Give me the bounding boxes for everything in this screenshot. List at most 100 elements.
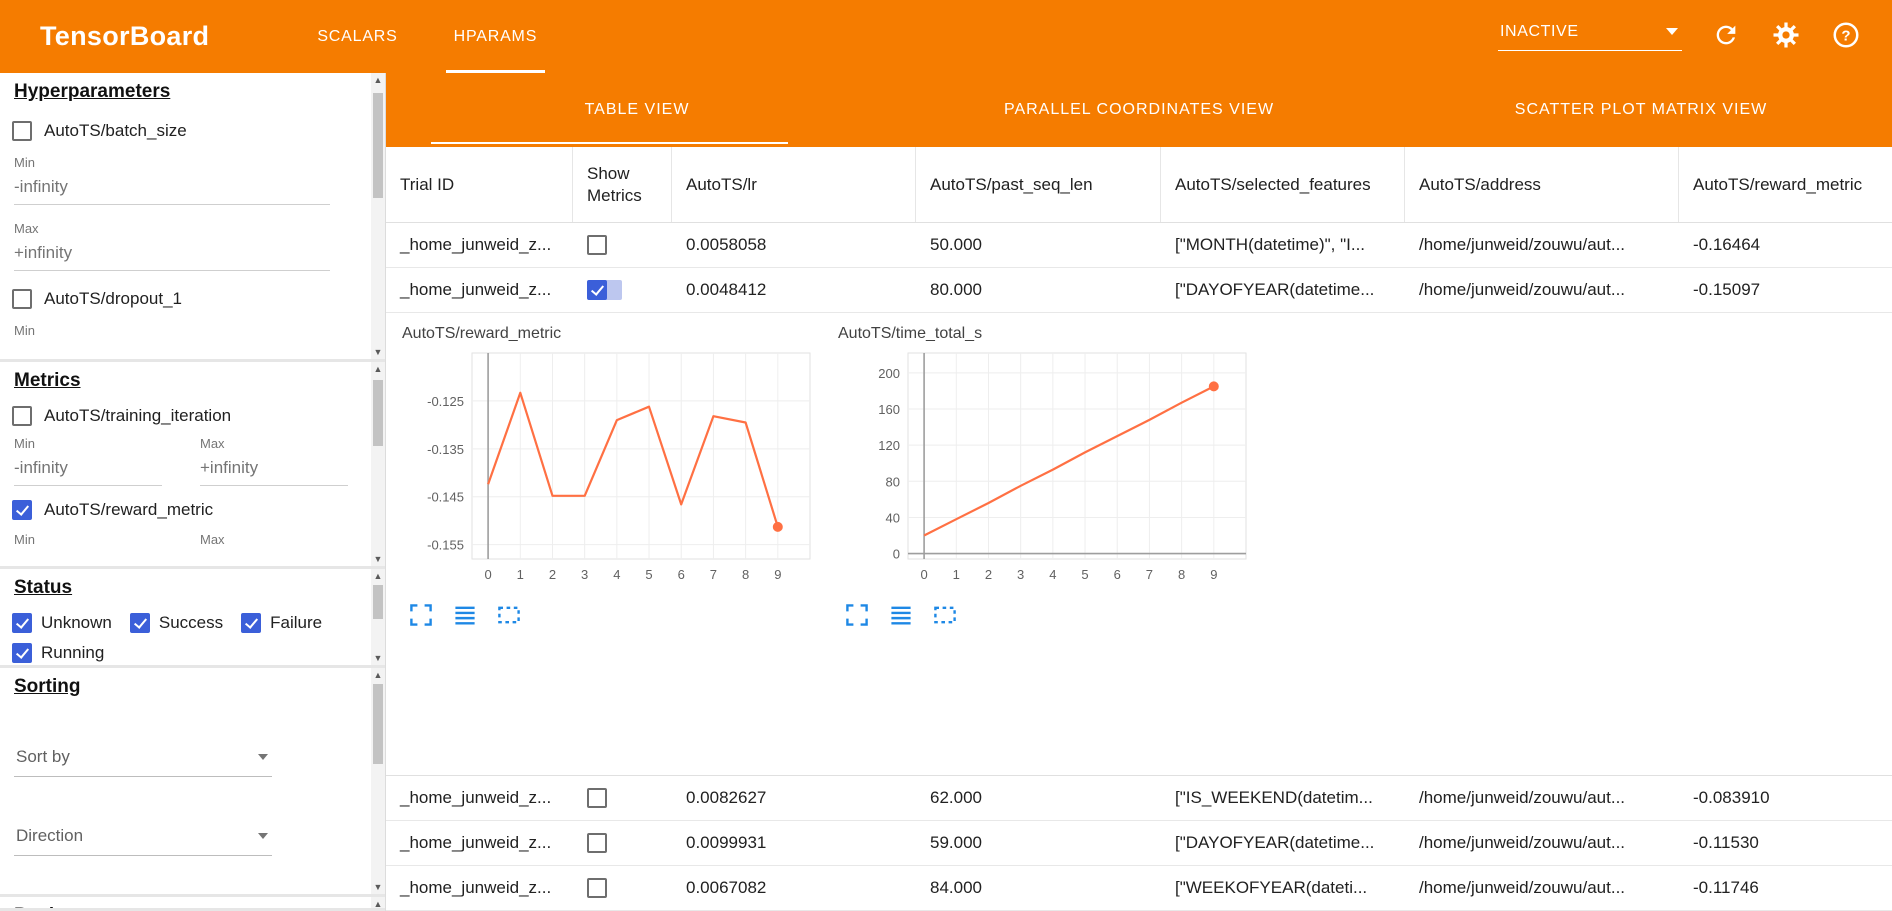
scrollbar-thumb[interactable] — [373, 585, 383, 619]
column-header-past-seq-len: AutoTS/past_seq_len — [916, 147, 1161, 222]
sorting-title: Sorting — [14, 676, 81, 697]
svg-text:9: 9 — [1210, 567, 1217, 582]
status-failure-checkbox[interactable] — [241, 613, 262, 633]
svg-text:3: 3 — [1017, 567, 1024, 582]
status-running-checkbox[interactable] — [12, 643, 32, 663]
hparam-batch-size-checkbox[interactable] — [12, 121, 32, 141]
svg-text:5: 5 — [645, 567, 652, 582]
status-running-label: Running — [41, 643, 105, 662]
maximize-icon[interactable] — [844, 603, 870, 629]
table-row: _home_junweid_z... 0.0048412 80.000 ["DA… — [386, 268, 1892, 313]
hyperparameters-panel: Hyperparameters AutoTS/batch_size Min -i… — [0, 73, 385, 359]
show-metrics-checkbox[interactable] — [587, 280, 607, 300]
direction-dropdown[interactable]: Direction — [14, 821, 272, 856]
scrollbar[interactable]: ▲ ▼ — [371, 362, 385, 566]
app-tabs: SCALARS HPARAMS — [289, 0, 565, 73]
column-header-selected-features: AutoTS/selected_features — [1161, 147, 1405, 222]
scroll-up-icon[interactable]: ▲ — [373, 571, 383, 581]
reward-metric-cell: -0.083910 — [1693, 788, 1770, 807]
paging-panel: Paging ▲ — [0, 897, 385, 908]
show-metrics-cell — [573, 223, 672, 267]
show-metrics-checkbox[interactable] — [587, 788, 607, 808]
scrollbar-thumb[interactable] — [373, 380, 383, 446]
scrollbar[interactable]: ▲ ▼ — [371, 73, 385, 359]
selected-features-cell: ["DAYOFYEAR(datetime... — [1175, 833, 1375, 852]
max-input[interactable]: +infinity — [200, 458, 348, 486]
max-input[interactable]: +infinity — [14, 243, 330, 271]
table-row: _home_junweid_z... 0.0082627 62.000 ["IS… — [386, 776, 1892, 821]
metrics-panel: Metrics AutoTS/training_iteration Min -i… — [0, 362, 385, 566]
scroll-up-icon[interactable]: ▲ — [373, 670, 383, 680]
reward-metric-cell: -0.15097 — [1693, 280, 1761, 299]
svg-text:2: 2 — [985, 567, 992, 582]
refresh-button[interactable] — [1710, 21, 1742, 53]
app-bar: TensorBoard SCALARS HPARAMS INACTIVE — [0, 0, 1892, 73]
lr-cell: 0.0058058 — [686, 235, 767, 254]
svg-text:80: 80 — [886, 474, 900, 489]
time-total-line-chart[interactable]: 0 1 2 3 4 5 6 7 8 9 0 40 80 120 160 200 — [838, 345, 1258, 591]
help-button[interactable]: ? — [1830, 21, 1862, 53]
lr-cell: 0.0099931 — [686, 833, 767, 852]
metric-reward-metric-checkbox[interactable] — [12, 500, 32, 520]
hparam-dropout-checkbox[interactable] — [12, 289, 32, 309]
metric-reward-metric-label: AutoTS/reward_metric — [44, 500, 214, 519]
svg-text:2: 2 — [549, 567, 556, 582]
tab-hparams[interactable]: HPARAMS — [426, 0, 566, 73]
scroll-up-icon[interactable]: ▲ — [373, 899, 383, 908]
status-dropdown[interactable]: INACTIVE — [1498, 23, 1682, 51]
min-input[interactable]: -infinity — [14, 458, 162, 486]
reward-metric-cell: -0.11746 — [1693, 878, 1759, 897]
scrollbar[interactable]: ▲ ▼ — [371, 668, 385, 894]
rows-icon[interactable] — [888, 603, 914, 629]
tab-parallel-coordinates-view[interactable]: PARALLEL COORDINATES VIEW — [1003, 101, 1275, 118]
sort-by-label: Sort by — [16, 747, 70, 766]
tab-scalars[interactable]: SCALARS — [317, 27, 398, 45]
scroll-up-icon[interactable]: ▲ — [373, 75, 383, 85]
svg-text:-0.135: -0.135 — [427, 442, 464, 457]
min-input[interactable]: -infinity — [14, 177, 330, 205]
hyperparameters-title: Hyperparameters — [14, 81, 171, 102]
scroll-down-icon[interactable]: ▼ — [373, 882, 383, 892]
time-total-chart-block: AutoTS/time_total_s 0 1 2 3 4 5 6 7 8 9 0 40 80 120 16… — [838, 325, 1274, 629]
scroll-up-icon[interactable]: ▲ — [373, 364, 383, 374]
status-dropdown-value: INACTIVE — [1500, 22, 1579, 40]
chart-toolbar — [402, 603, 838, 629]
status-unknown-checkbox[interactable] — [12, 613, 32, 633]
scroll-down-icon[interactable]: ▼ — [373, 554, 383, 564]
maximize-icon[interactable] — [408, 603, 434, 629]
scrollbar[interactable]: ▲ ▼ — [371, 569, 385, 665]
min-label: Min — [14, 155, 35, 170]
rows-icon[interactable] — [452, 603, 478, 629]
show-metrics-cell — [573, 776, 672, 820]
show-metrics-checkbox[interactable] — [587, 235, 607, 255]
svg-text:160: 160 — [878, 402, 900, 417]
scrollbar-thumb[interactable] — [373, 93, 383, 198]
sort-by-dropdown[interactable]: Sort by — [14, 742, 272, 777]
selection-box-icon[interactable] — [496, 603, 522, 629]
metric-charts-row: AutoTS/reward_metric 0 1 2 3 4 5 6 7 8 9 -0.125 -0.… — [386, 313, 1892, 629]
address-cell: /home/junweid/zouwu/aut... — [1419, 280, 1626, 299]
svg-text:120: 120 — [878, 438, 900, 453]
svg-text:1: 1 — [953, 567, 960, 582]
table-rows-top: _home_junweid_z... 0.0058058 50.000 ["MO… — [386, 223, 1892, 313]
address-cell: /home/junweid/zouwu/aut... — [1419, 878, 1626, 897]
show-metrics-checkbox[interactable] — [587, 833, 607, 853]
metric-training-iteration-checkbox[interactable] — [12, 406, 32, 426]
status-success-checkbox[interactable] — [129, 613, 150, 633]
svg-text:3: 3 — [581, 567, 588, 582]
view-tabs: TABLE VIEW PARALLEL COORDINATES VIEW SCA… — [386, 73, 1892, 147]
scrollbar-thumb[interactable] — [373, 684, 383, 764]
tab-table-view[interactable]: TABLE VIEW — [386, 73, 888, 147]
svg-text:5: 5 — [1081, 567, 1088, 582]
svg-text:8: 8 — [1178, 567, 1185, 582]
settings-button[interactable] — [1770, 21, 1802, 53]
scrollbar[interactable]: ▲ — [371, 897, 385, 908]
show-metrics-checkbox[interactable] — [587, 878, 607, 898]
scroll-down-icon[interactable]: ▼ — [373, 347, 383, 357]
tab-scatter-plot-matrix-view[interactable]: SCATTER PLOT MATRIX VIEW — [1514, 101, 1768, 118]
selection-box-icon[interactable] — [932, 603, 958, 629]
reward-metric-line-chart[interactable]: 0 1 2 3 4 5 6 7 8 9 -0.125 -0.135 -0.145 -0.155 — [402, 345, 822, 591]
trial-id-cell: _home_junweid_z... — [400, 788, 552, 807]
svg-text:1: 1 — [517, 567, 524, 582]
scroll-down-icon[interactable]: ▼ — [373, 653, 383, 663]
